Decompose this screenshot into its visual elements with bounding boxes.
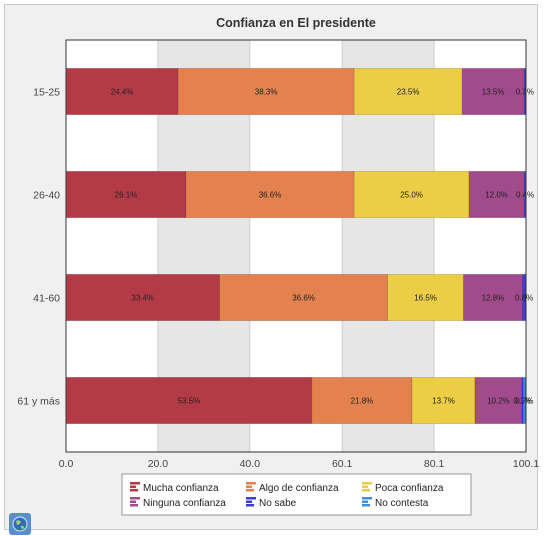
globe-icon[interactable] [9,513,31,535]
data-label: 53.5% [178,397,201,406]
legend-box [121,473,472,516]
legend-swatch [246,504,254,507]
legend-swatch [246,500,252,503]
legend-item: Algo de confianza [246,482,339,494]
bar-segment [65,274,220,321]
legend-swatch [246,497,256,500]
data-label: 10.2% [487,397,510,406]
legend-swatch [362,500,368,503]
data-label: 36.6% [259,191,282,200]
data-label: 12.0% [485,191,508,200]
data-label: 0.3% [513,397,531,406]
data-label: 25.0% [400,191,423,200]
data-label: 21.8% [351,397,374,406]
data-label: 0.7% [515,397,533,406]
legend-label: Ninguna confianza [143,498,226,509]
legend-swatch [246,482,256,485]
data-label: 0.8% [515,294,533,303]
bar-segment [474,377,523,424]
bar-segment [177,68,355,115]
data-label: 33.4% [131,294,154,303]
bar-segment [185,171,355,218]
data-label: 13.5% [482,88,505,97]
bar-segment [411,377,476,424]
legend-swatch [362,497,372,500]
bar-segment [65,68,179,115]
legend-swatch [362,504,370,507]
legend-swatch [362,482,372,485]
data-label: 38.3% [255,88,278,97]
data-label: 26.1% [115,191,138,200]
category-label: 26-40 [33,190,60,202]
data-label: 16.5% [414,294,437,303]
x-tick-label: 60.1 [332,458,353,470]
data-label: 12.8% [482,294,505,303]
chart: Confianza en El presidente 24.4% 38.3% 23.… [17,16,539,516]
legend-swatch [130,504,138,507]
legend-label: Poca confianza [375,483,444,494]
x-tick-label: 100.1 [513,458,539,470]
bar-segment [461,68,525,115]
chart-title: Confianza en El presidente [216,16,376,30]
bar-segment [65,171,187,218]
legend-swatch [130,500,136,503]
bar-segment [387,274,464,321]
legend-item: Mucha confianza [130,482,219,494]
data-label: 0.4% [516,191,534,200]
data-label: 36.6% [292,294,315,303]
bar-segment [463,274,523,321]
plot-border [65,39,527,453]
chart-frame: Confianza en El presidente 24.4% 38.3% 23.… [4,4,539,535]
bar-segment [468,171,525,218]
legend-swatch [130,489,138,492]
legend-label: No contesta [375,498,429,509]
legend-item: Poca confianza [362,482,444,494]
category-label: 41-60 [33,293,60,305]
legend-swatch [362,485,368,488]
bar-segment [353,68,463,115]
data-label: 13.7% [432,397,455,406]
bar-segment [311,377,413,424]
legend-item: No sabe [246,497,297,509]
bar-segment [353,171,470,218]
category-label: 15-25 [33,87,60,99]
x-tick-label: 80.1 [424,458,445,470]
legend-swatch [246,489,254,492]
bar-segment [219,274,388,321]
legend-swatch [130,482,140,485]
category-label: 61 y más [17,396,60,408]
legend-swatch [130,497,140,500]
bar-segment [65,377,313,424]
x-tick-label: 40.0 [240,458,261,470]
legend-label: Mucha confianza [143,483,219,494]
x-tick-label: 0.0 [59,458,74,470]
x-tick-label: 20.0 [148,458,169,470]
legend-label: No sabe [259,498,297,509]
legend-item: No contesta [362,497,429,509]
data-label: 0.3% [516,88,534,97]
legend-swatch [130,485,136,488]
legend-item: Ninguna confianza [130,497,226,509]
legend-label: Algo de confianza [259,483,339,494]
data-label: 23.5% [397,88,420,97]
data-label: 24.4% [111,88,134,97]
legend-swatch [362,489,370,492]
legend-swatch [246,485,252,488]
